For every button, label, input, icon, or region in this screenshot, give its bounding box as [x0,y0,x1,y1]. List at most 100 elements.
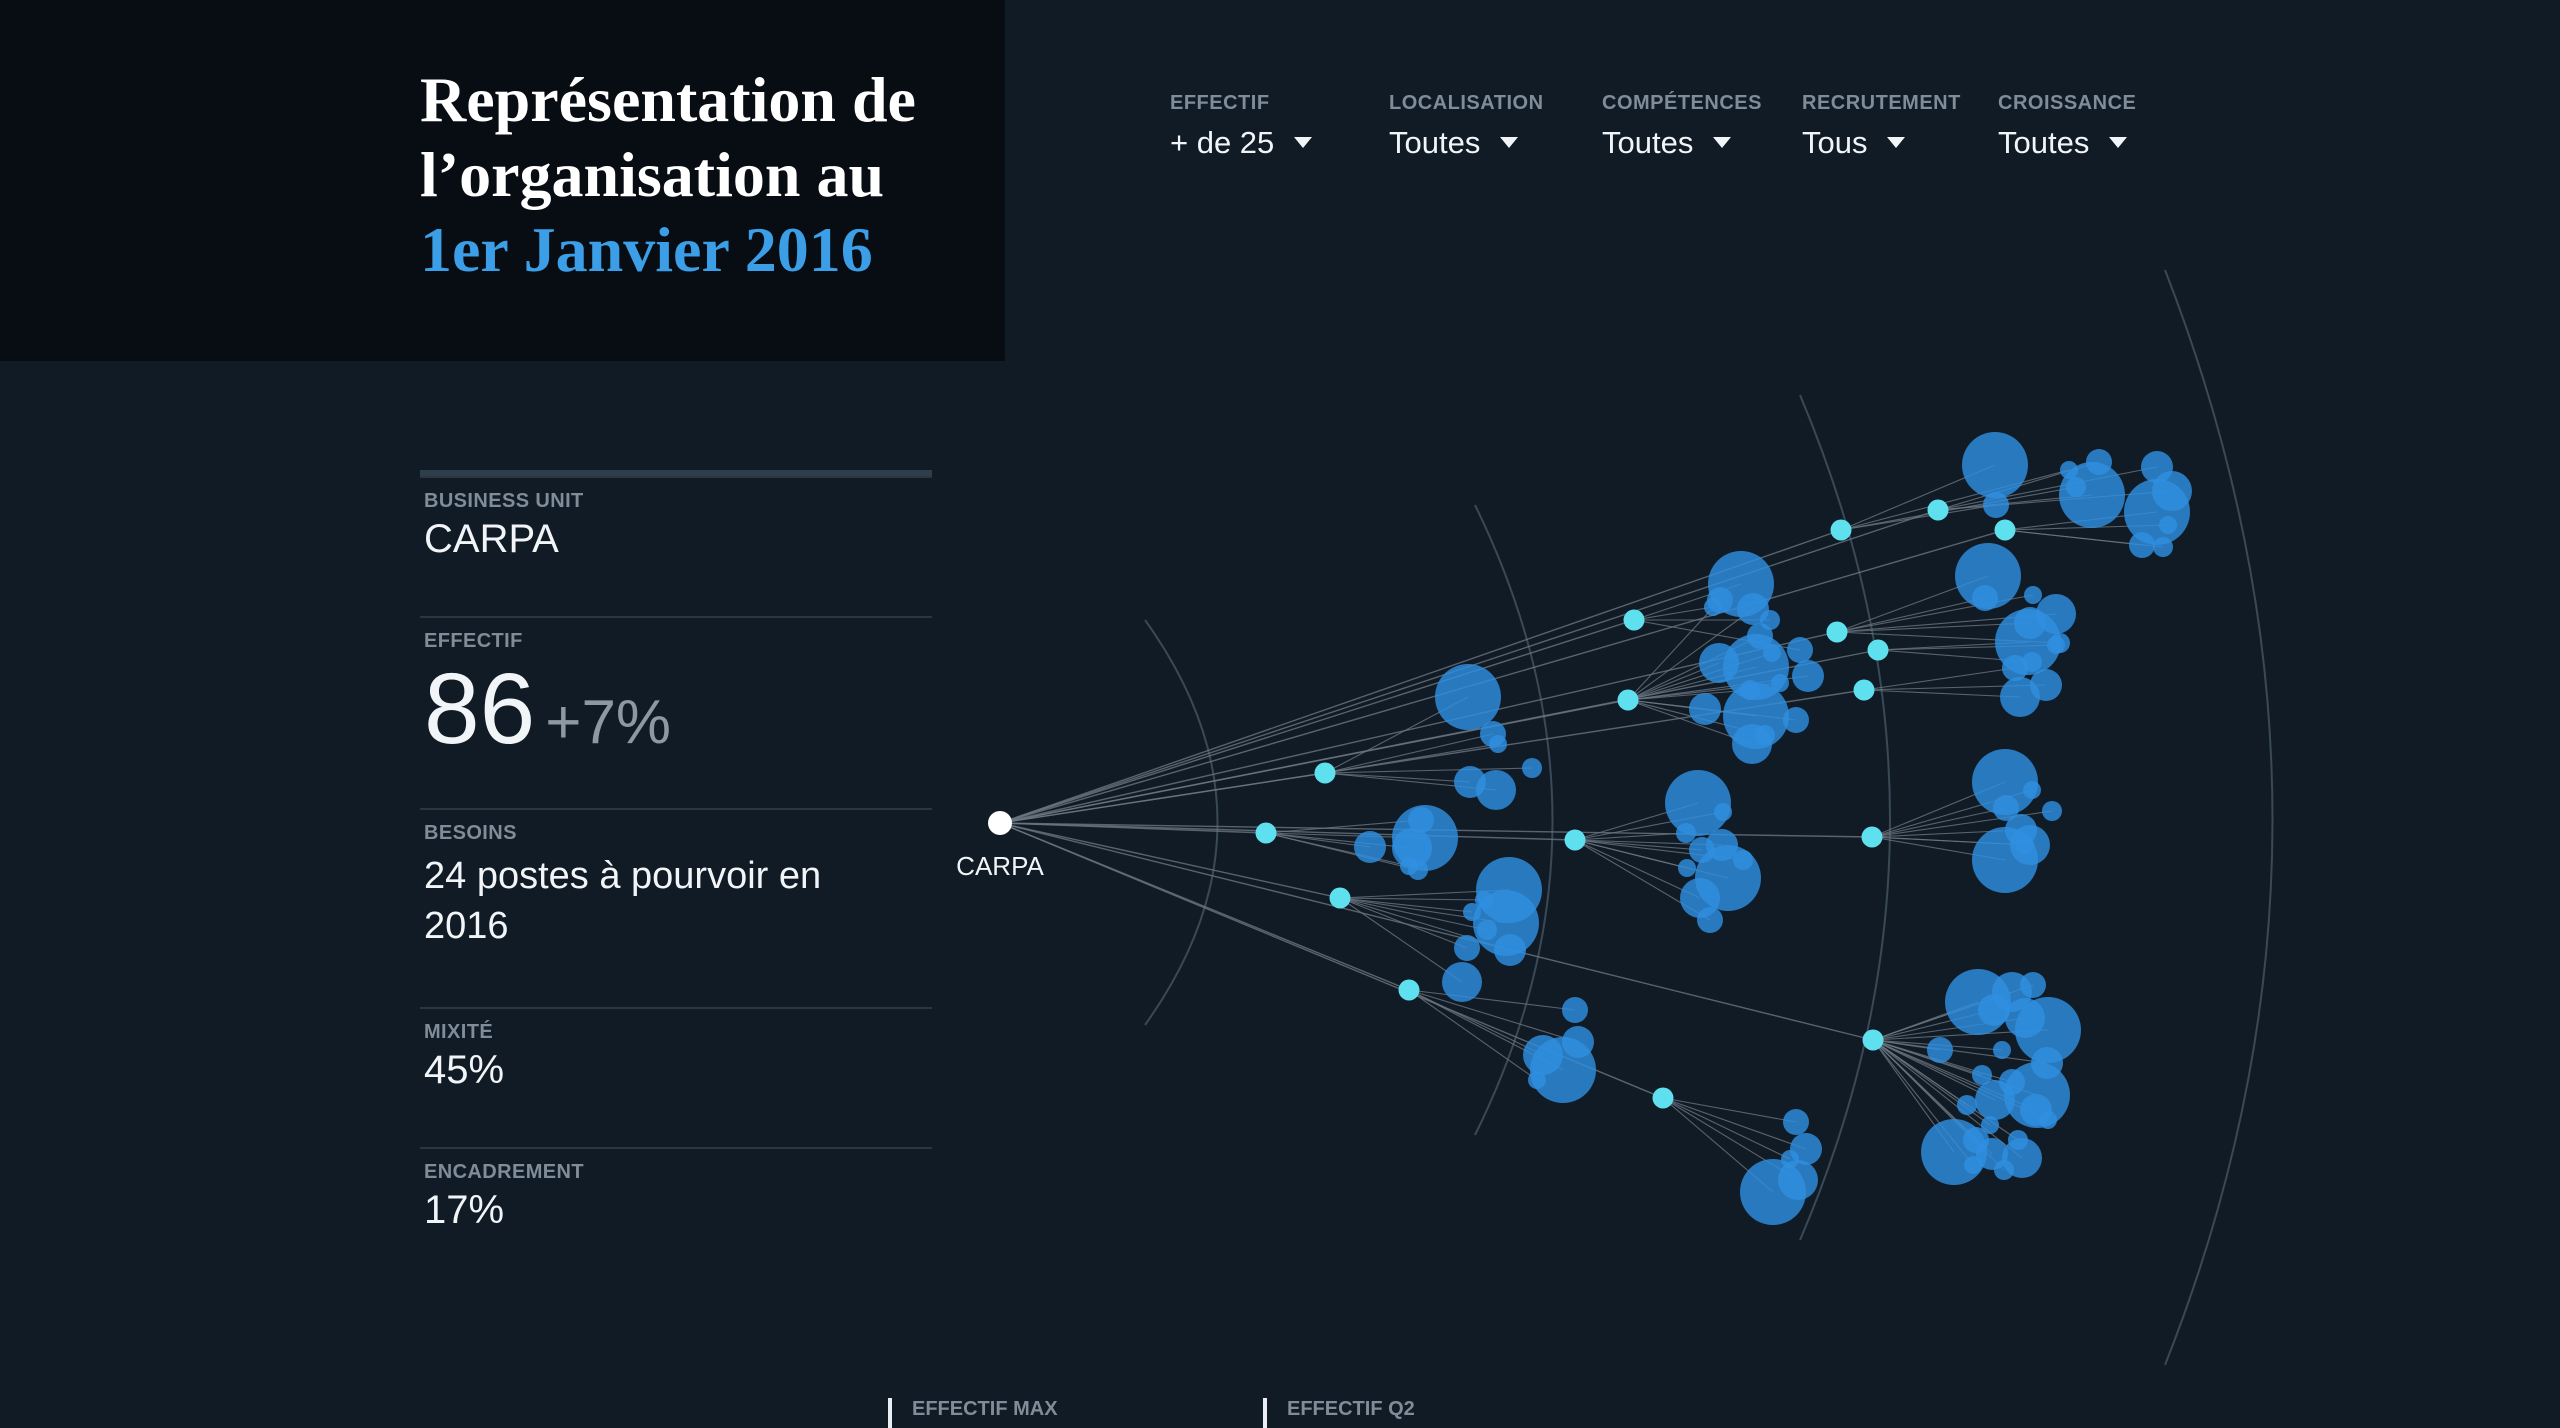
team-bubble [1787,637,1813,663]
tree-link [999,619,1635,824]
tree-link [999,529,1842,824]
tree-link [1627,608,1754,701]
team-bubble [2159,516,2177,534]
caret-down-icon[interactable] [1294,137,1313,149]
team-bubble [2002,655,2028,681]
stat-business-unit: BUSINESS UNIT CARPA [420,476,932,616]
team-bubble [1972,1065,1992,1085]
tree-link [1324,772,1471,783]
depth-ring-2 [1474,504,1554,1136]
stat-value: 24 postes à pourvoir en 2016 [424,855,822,947]
tree-link [1408,989,1538,1081]
stat-value: 45% [424,1048,505,1092]
filter-select[interactable]: Toutes [1602,125,1732,161]
tree-link [1339,897,1485,901]
tree-link [1265,832,1413,849]
filter-select[interactable]: Toutes [1389,125,1519,161]
tree-link [1324,733,1494,774]
tree-link [1840,504,1997,531]
team-bubble [1921,1119,1987,1185]
tree-node [1564,829,1586,851]
team-bubble [1528,1071,1546,1089]
team-bubble [2153,537,2173,557]
team-bubble [1763,644,1781,662]
tree-link [1872,1039,1968,1106]
tree-node [1830,519,1852,541]
tree-link [1339,897,1488,931]
team-bubble [2059,462,2125,528]
caret-down-icon[interactable] [1887,137,1906,149]
team-bubble [1993,795,2019,821]
team-bubble [1755,725,1775,745]
root-node [988,811,1012,835]
tree-node [1398,979,1420,1001]
team-bubble [1435,664,1501,730]
tree-link [1863,689,2021,698]
filter-select[interactable]: Tous [1802,125,1906,161]
filter-croissance[interactable]: CROISSANCE Toutes [1998,92,2136,161]
stats-top-divider [420,470,932,476]
caret-down-icon[interactable] [1500,137,1519,149]
team-bubble [1783,707,1809,733]
team-bubble [1454,935,1480,961]
team-bubble [1442,962,1482,1002]
title-date: 1er Janvier 2016 [420,214,873,285]
tree-leaves [1354,432,2192,1225]
filter-effectif[interactable]: EFFECTIF + de 25 [1170,92,1313,161]
stat-label: BESOINS [424,822,517,844]
team-bubble [2023,781,2041,799]
tree-link [1863,667,2016,691]
team-bubble [1740,1159,1806,1225]
tree-link [1627,599,1721,701]
tree-node [1853,679,1875,701]
team-bubble [1392,805,1458,871]
tree-link [1633,606,1714,621]
filter-competences[interactable]: COMPÉTENCES Toutes [1602,92,1762,161]
stat-value: 86 [424,653,536,765]
tree-node [1927,499,1949,521]
stat-mixite: MIXITÉ 45% [420,1007,932,1147]
stat-label: MIXITÉ [424,1021,494,1043]
filter-select[interactable]: + de 25 [1170,125,1313,161]
team-bubble [1689,693,1721,725]
tree-link [1574,839,1701,899]
tree-link [1836,597,1986,633]
filter-value: Toutes [1998,125,2090,160]
team-bubble [1781,1150,1799,1168]
team-bubble [1927,1037,1953,1063]
team-bubble [1962,432,2028,498]
team-bubble [1983,492,2009,518]
filter-label: COMPÉTENCES [1602,92,1762,114]
title-line-1: Représentation de [420,64,916,135]
tree-link [1627,689,1751,701]
stat-besoins: BESOINS 24 postes à pourvoir en 2016 [420,808,932,1007]
team-bubble [1972,749,2038,815]
caret-down-icon[interactable] [2109,137,2128,149]
tree-link [1265,819,1422,834]
tree-node [1329,887,1351,909]
filter-label: EFFECTIF [1170,92,1270,114]
team-bubble [1522,758,1542,778]
tree-node [1617,689,1639,711]
team-bubble [1665,770,1731,836]
tree-link [1265,832,1419,871]
legend-effectif-q2: EFFECTIF Q2 [1263,1398,1415,1428]
tree-link [1937,466,2158,511]
stat-growth: +7% [545,688,672,757]
filter-recrutement[interactable]: RECRUTEMENT Tous [1802,92,1961,161]
filter-value: Tous [1802,125,1868,160]
team-bubble [1707,587,1733,613]
team-bubble [1955,543,2021,609]
caret-down-icon[interactable] [1713,137,1732,149]
tree-link [1574,839,1703,851]
tree-link [999,822,1576,841]
stat-value: CARPA [424,517,559,561]
filter-select[interactable]: Toutes [1998,125,2128,161]
team-bubble [1480,721,1506,747]
tree-link [1662,1097,1807,1150]
tree-link [1574,839,1688,869]
tree-link [1324,767,1533,774]
filter-localisation[interactable]: LOCALISATION Toutes [1389,92,1544,161]
tree-link [1871,807,2007,838]
tree-node [1652,1087,1674,1109]
